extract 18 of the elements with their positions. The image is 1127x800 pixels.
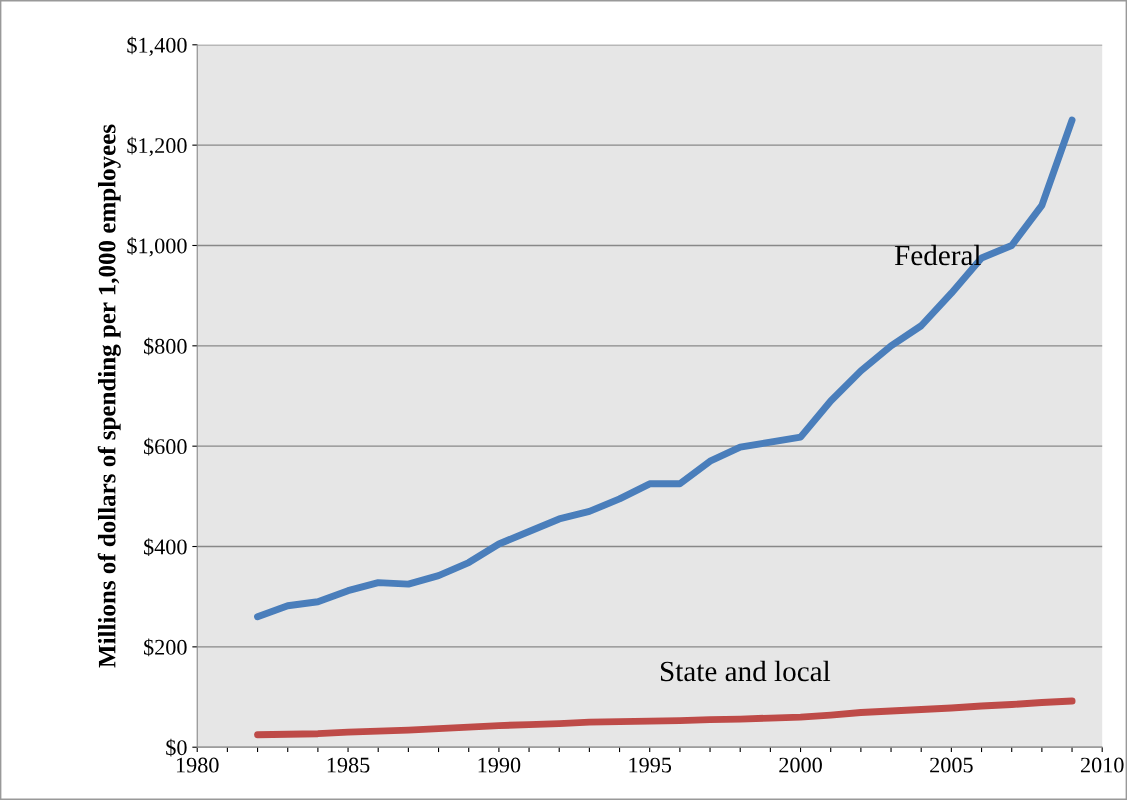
y-tick-label: $1,200 (127, 136, 187, 157)
y-tick-label: $1,400 (127, 36, 187, 56)
y-tick-label: $0 (166, 738, 187, 757)
y-tick-label: $1,000 (127, 237, 187, 257)
x-tick-label: 1985 (327, 757, 370, 773)
x-tick-label: 2000 (779, 757, 822, 773)
x-tick-label: 1990 (478, 757, 521, 773)
y-axis-title: Millions of dollars of spending per 1,000 employees (97, 124, 121, 668)
series-label: Federal (894, 244, 981, 266)
y-tick-label: $200 (144, 638, 187, 657)
x-tick-label: 2010 (1080, 757, 1124, 773)
x-tick-label: 1995 (629, 757, 672, 773)
y-tick-label: $800 (144, 337, 187, 356)
y-tick-label: $600 (144, 437, 187, 456)
y-tick-label: $400 (144, 538, 187, 556)
x-tick-label: 2005 (930, 757, 973, 773)
series-label: State and local (660, 660, 831, 682)
x-tick-label: 1980 (176, 757, 219, 773)
